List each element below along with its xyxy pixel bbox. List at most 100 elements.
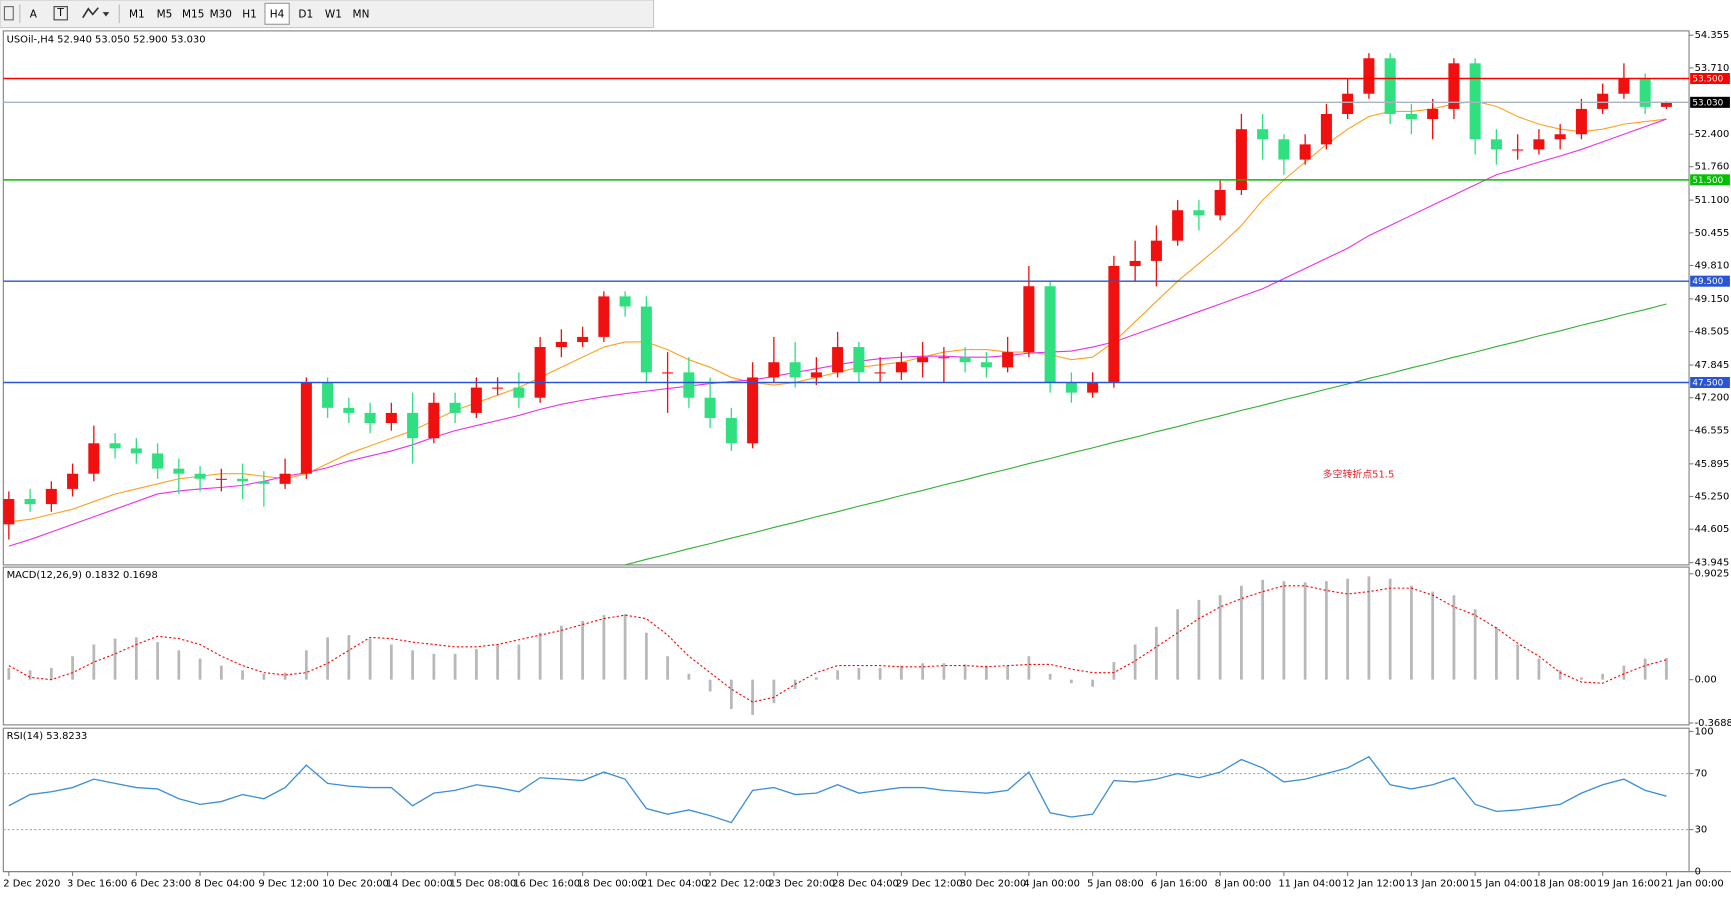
y-tick-label: 49.150 — [1695, 294, 1730, 305]
candle-body — [1660, 102, 1672, 107]
x-tick-label: 16 Dec 16:00 — [513, 879, 580, 890]
y-tick-label: 48.505 — [1695, 327, 1730, 338]
candle-body — [747, 377, 759, 444]
icon-label-t: T — [56, 7, 64, 19]
candle-body — [300, 382, 312, 474]
y-tick-label: 47.845 — [1695, 360, 1730, 371]
y-tick-label: 43.945 — [1695, 558, 1730, 569]
icon-crosshair[interactable] — [3, 6, 14, 21]
y-tick-label: 45.895 — [1695, 459, 1730, 470]
period-button[interactable]: M30 — [210, 8, 232, 20]
candle-body — [619, 296, 631, 307]
candle-body — [1533, 139, 1545, 150]
candle-body — [534, 347, 546, 398]
candle-body — [577, 336, 589, 342]
period-button[interactable]: D1 — [298, 8, 313, 20]
period-button[interactable]: MN — [353, 8, 370, 20]
period-button[interactable]: M5 — [157, 8, 173, 20]
x-tick-label: 8 Dec 04:00 — [195, 879, 255, 890]
candle-body — [130, 448, 142, 454]
icon-shapes[interactable] — [82, 7, 99, 19]
candle-body — [789, 362, 801, 378]
x-tick-label: 12 Jan 12:00 — [1342, 879, 1405, 890]
y-tick-label: -0.3688 — [1695, 718, 1731, 729]
main-panel — [2, 30, 1690, 566]
candle-body — [513, 387, 525, 398]
x-tick-label: 10 Dec 20:00 — [322, 879, 389, 890]
header-symbol: USOil-,H4 — [7, 35, 54, 46]
candle-body — [1618, 78, 1630, 94]
candle-body — [428, 402, 440, 439]
candle-body — [938, 357, 950, 359]
candle-body — [470, 387, 482, 413]
x-tick-label: 29 Dec 12:00 — [896, 879, 963, 890]
level-label: 51.500 — [1692, 176, 1723, 186]
period-button[interactable]: W1 — [325, 8, 342, 20]
level-box — [1690, 376, 1730, 389]
candle-body — [1150, 240, 1162, 261]
level-box — [1690, 73, 1730, 85]
candle-body — [24, 499, 36, 505]
candle-body — [1490, 139, 1502, 150]
period-button[interactable]: H1 — [242, 8, 257, 20]
y-tick-label: 100 — [1695, 727, 1714, 738]
candle-body — [237, 478, 249, 482]
y-tick-label: 44.605 — [1695, 524, 1730, 535]
candle-body — [1002, 352, 1014, 368]
candle-body — [364, 412, 376, 424]
candle-body — [598, 296, 610, 337]
y-tick-label: 50.455 — [1695, 228, 1730, 239]
y-tick-label: 0.00 — [1695, 675, 1717, 686]
candle-body — [67, 473, 79, 489]
x-tick-label: 14 Dec 00:00 — [386, 879, 453, 890]
y-tick-label: 45.250 — [1695, 492, 1730, 503]
period-button[interactable]: M15 — [182, 8, 204, 20]
x-tick-label: 22 Dec 12:00 — [705, 879, 772, 890]
candle-body — [215, 478, 227, 480]
x-tick-label: 15 Dec 08:00 — [450, 879, 517, 890]
x-tick-label: 5 Jan 08:00 — [1087, 879, 1144, 890]
candle-body — [407, 412, 419, 439]
x-tick-label: 13 Jan 20:00 — [1406, 879, 1469, 890]
macd-header: MACD(12,26,9) 0.1832 0.1698 — [7, 570, 158, 581]
level-label: 53.030 — [1692, 98, 1723, 108]
x-tick-label: 30 Dec 20:00 — [960, 879, 1027, 890]
y-tick-label: 30 — [1695, 825, 1708, 836]
macd-panel — [2, 566, 1690, 726]
x-tick-label: 6 Dec 23:00 — [131, 879, 191, 890]
x-tick-label: 19 Jan 16:00 — [1597, 879, 1660, 890]
candle-body — [3, 499, 15, 525]
candle-body — [1320, 113, 1332, 145]
icon-dropdown[interactable] — [102, 12, 110, 17]
candle-body — [88, 443, 100, 474]
period-button[interactable]: H4 — [270, 8, 285, 20]
level-label: 53.500 — [1692, 75, 1723, 85]
macd-header-part: MACD(12,26,9) — [7, 570, 83, 581]
y-tick-label: 47.200 — [1695, 393, 1730, 404]
candle-body — [1023, 286, 1035, 353]
candle-body — [1235, 129, 1247, 190]
x-tick-label: 3 Dec 16:00 — [67, 879, 127, 890]
icon-label[interactable] — [53, 6, 68, 21]
candle-body — [322, 382, 334, 408]
candle-body — [1129, 260, 1141, 266]
x-tick-label: 21 Dec 04:00 — [641, 879, 708, 890]
candle-body — [683, 372, 695, 398]
candle-body — [1108, 265, 1120, 383]
candle-body — [1044, 286, 1056, 383]
level-label: 49.500 — [1692, 277, 1723, 287]
candle-body — [980, 362, 992, 368]
candle-body — [832, 347, 844, 373]
candle-body — [1469, 63, 1481, 140]
active-period — [264, 2, 290, 25]
y-tick-label: 49.810 — [1695, 260, 1730, 271]
candle-body — [1448, 63, 1460, 109]
icon-text[interactable]: A — [30, 8, 38, 20]
candle-body — [1193, 210, 1205, 216]
period-button[interactable]: M1 — [129, 8, 145, 20]
candle-body — [1554, 134, 1566, 140]
candle-body — [1172, 210, 1184, 241]
x-tick-label: 18 Dec 00:00 — [577, 879, 644, 890]
